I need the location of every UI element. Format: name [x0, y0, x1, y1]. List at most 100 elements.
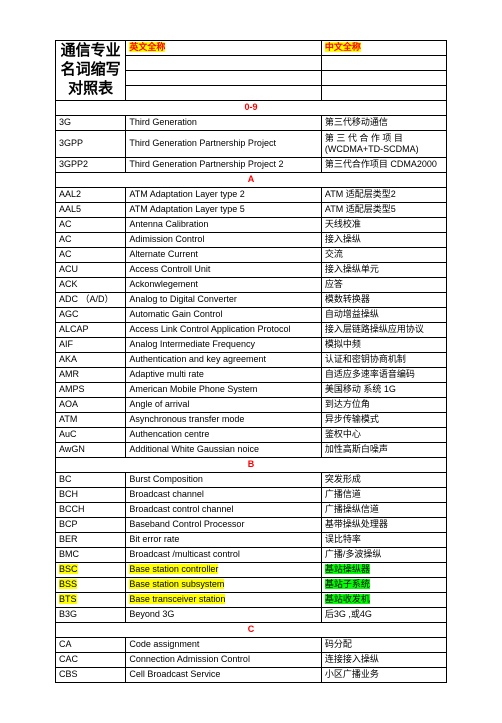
en: Bit error rate	[126, 533, 322, 548]
en: Connection Admission Control	[126, 653, 322, 668]
en: Burst Composition	[126, 473, 322, 488]
cn: 美国移动 系统 1G	[321, 383, 446, 398]
en: Antenna Calibration	[126, 218, 322, 233]
abbr: AIF	[56, 338, 126, 353]
abbr: AMR	[56, 368, 126, 383]
en: Authentication and key agreement	[126, 353, 322, 368]
abbr: BCP	[56, 518, 126, 533]
en: ATM Adaptation Layer type 2	[126, 188, 322, 203]
abbr: BCH	[56, 488, 126, 503]
table-title: 通信专业名词缩写对照表	[56, 41, 126, 101]
table-row: CBSCell Broadcast Service小区广播业务	[56, 668, 447, 683]
table-row: 3GPPThird Generation Partnership Project…	[56, 131, 447, 158]
table-row: BMCBroadcast /multicast control广播/多波操纵	[56, 548, 447, 563]
en: Access Controll Unit	[126, 263, 322, 278]
table-row: AMRAdaptive multi rate自适应多速率语音编码	[56, 368, 447, 383]
table-row: 3GThird Generation第三代移动通信	[56, 116, 447, 131]
en: Cell Broadcast Service	[126, 668, 322, 683]
table-row: BCHBroadcast channel广播信道	[56, 488, 447, 503]
en: Broadcast /multicast control	[126, 548, 322, 563]
table-row: AOAAngle of arrival到达方位角	[56, 398, 447, 413]
cn: 基站收发机	[321, 593, 446, 608]
cn: 码分配	[321, 638, 446, 653]
table-row: ACKAckonwlegement应答	[56, 278, 447, 293]
cn: 第三代合作项目 CDMA2000	[321, 158, 446, 173]
table-row: BCBurst Composition突发形成	[56, 473, 447, 488]
header-chinese: 中文全称	[321, 41, 446, 56]
cn: 第 三 代 合 作 项 目 (WCDMA+TD-SCDMA)	[321, 131, 446, 158]
abbr: ADC （A/D）	[56, 293, 126, 308]
cn: ATM 适配层类型5	[321, 203, 446, 218]
cn: 异步传输模式	[321, 413, 446, 428]
abbr: B3G	[56, 608, 126, 623]
table-row: ADC （A/D）Analog to Digital Converter模数转换…	[56, 293, 447, 308]
cn: 自动增益操纵	[321, 308, 446, 323]
en: Access Link Control Application Protocol	[126, 323, 322, 338]
cn: 模数转换器	[321, 293, 446, 308]
cn: 到达方位角	[321, 398, 446, 413]
abbr: CA	[56, 638, 126, 653]
abbr: BSS	[56, 578, 126, 593]
abbr: 3GPP	[56, 131, 126, 158]
table-row: ACAdimission Control接入操纵	[56, 233, 447, 248]
cn: 突发形成	[321, 473, 446, 488]
cn: 模拟中频	[321, 338, 446, 353]
table-row: ACAntenna Calibration天线校准	[56, 218, 447, 233]
table-row: BTSBase transceiver station基站收发机	[56, 593, 447, 608]
table-row: 3GPP2Third Generation Partnership Projec…	[56, 158, 447, 173]
abbr: AAL2	[56, 188, 126, 203]
en: Base transceiver station	[126, 593, 322, 608]
en: Asynchronous transfer mode	[126, 413, 322, 428]
cn: 小区广播业务	[321, 668, 446, 683]
en: Ackonwlegement	[126, 278, 322, 293]
abbr: AuC	[56, 428, 126, 443]
en: Broadcast channel	[126, 488, 322, 503]
cn: 基站操纵器	[321, 563, 446, 578]
cn: 误比特率	[321, 533, 446, 548]
blank	[321, 86, 446, 101]
cn: 广播操纵信道	[321, 503, 446, 518]
en: Broadcast control channel	[126, 503, 322, 518]
table-row: AAL5ATM Adaptation Layer type 5ATM 适配层类型…	[56, 203, 447, 218]
abbr: ACU	[56, 263, 126, 278]
en: Third Generation	[126, 116, 322, 131]
cn: 鉴权中心	[321, 428, 446, 443]
abbr: AOA	[56, 398, 126, 413]
en: Analog to Digital Converter	[126, 293, 322, 308]
abbr: ACK	[56, 278, 126, 293]
blank	[126, 71, 322, 86]
en: Additional White Gaussian noice	[126, 443, 322, 458]
table-row: B3GBeyond 3G后3G ,或4G	[56, 608, 447, 623]
cn: ATM 适配层类型2	[321, 188, 446, 203]
cn: 天线校准	[321, 218, 446, 233]
abbr: AC	[56, 233, 126, 248]
table-row: ACUAccess Controll Unit接入操纵单元	[56, 263, 447, 278]
en: ATM Adaptation Layer type 5	[126, 203, 322, 218]
section-a: A	[56, 173, 447, 188]
abbr: CAC	[56, 653, 126, 668]
en: Code assignment	[126, 638, 322, 653]
table-row: ACAlternate Current交流	[56, 248, 447, 263]
abbr: AC	[56, 218, 126, 233]
abbr: BSC	[56, 563, 126, 578]
cn: 认证和密钥协商机制	[321, 353, 446, 368]
table-row: AGCAutomatic Gain Control自动增益操纵	[56, 308, 447, 323]
table-row: AIFAnalog Intermediate Frequency模拟中频	[56, 338, 447, 353]
glossary-table: 通信专业名词缩写对照表 英文全称 中文全称 0-9 3GThird Genera…	[55, 40, 447, 683]
table-row: BCPBaseband Control Processor基带操纵处理器	[56, 518, 447, 533]
abbr: CBS	[56, 668, 126, 683]
abbr: AC	[56, 248, 126, 263]
en: American Mobile Phone System	[126, 383, 322, 398]
blank	[321, 56, 446, 71]
table-row: ATMAsynchronous transfer mode异步传输模式	[56, 413, 447, 428]
table-row: BSSBase station subsystem基站子系统	[56, 578, 447, 593]
cn: 接入操纵	[321, 233, 446, 248]
cn: 广播/多波操纵	[321, 548, 446, 563]
blank	[126, 56, 322, 71]
abbr: AAL5	[56, 203, 126, 218]
en: Base station controller	[126, 563, 322, 578]
table-row: AKAAuthentication and key agreement认证和密钥…	[56, 353, 447, 368]
cn: 应答	[321, 278, 446, 293]
blank	[126, 86, 322, 101]
cn: 后3G ,或4G	[321, 608, 446, 623]
